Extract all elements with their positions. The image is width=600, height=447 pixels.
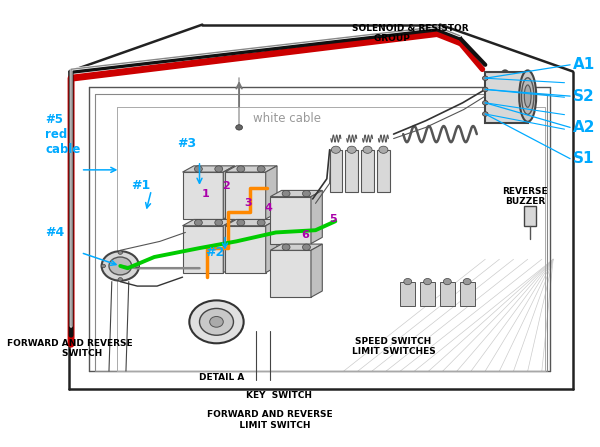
Text: DETAIL A: DETAIL A xyxy=(199,373,245,382)
Polygon shape xyxy=(225,219,277,226)
Text: KEY  SWITCH: KEY SWITCH xyxy=(246,391,312,400)
Ellipse shape xyxy=(524,85,531,107)
Polygon shape xyxy=(223,166,235,219)
Polygon shape xyxy=(182,219,235,226)
Circle shape xyxy=(282,190,290,197)
Circle shape xyxy=(302,190,310,197)
Text: #2: #2 xyxy=(205,246,224,259)
Polygon shape xyxy=(182,226,223,273)
Text: 3: 3 xyxy=(245,198,253,208)
Ellipse shape xyxy=(497,71,514,122)
Circle shape xyxy=(200,308,233,335)
Circle shape xyxy=(118,278,122,281)
Text: FORWARD AND REVERSE
   LIMIT SWITCH: FORWARD AND REVERSE LIMIT SWITCH xyxy=(208,410,333,430)
Circle shape xyxy=(482,101,488,105)
Text: S2: S2 xyxy=(573,89,595,104)
Circle shape xyxy=(482,76,488,80)
Circle shape xyxy=(237,166,245,172)
Circle shape xyxy=(363,146,372,153)
Circle shape xyxy=(215,219,223,226)
Text: 6: 6 xyxy=(301,230,309,240)
Polygon shape xyxy=(270,250,311,297)
Circle shape xyxy=(209,316,223,327)
Circle shape xyxy=(101,251,139,281)
Bar xyxy=(524,206,536,226)
Polygon shape xyxy=(223,219,235,273)
Bar xyxy=(361,150,374,192)
Text: 4: 4 xyxy=(265,203,272,213)
Polygon shape xyxy=(182,172,223,219)
Polygon shape xyxy=(225,226,266,273)
Bar xyxy=(377,150,389,192)
Circle shape xyxy=(237,219,245,226)
Circle shape xyxy=(404,278,412,285)
Bar xyxy=(400,282,415,306)
Circle shape xyxy=(257,219,265,226)
Bar xyxy=(329,150,342,192)
Circle shape xyxy=(109,257,131,275)
Circle shape xyxy=(236,125,242,130)
Text: white cable: white cable xyxy=(253,112,321,125)
Circle shape xyxy=(347,146,356,153)
Polygon shape xyxy=(182,166,235,172)
Ellipse shape xyxy=(519,71,536,122)
Text: 1: 1 xyxy=(201,190,209,199)
Text: SPEED SWITCH
LIMIT SWITCHES: SPEED SWITCH LIMIT SWITCHES xyxy=(352,337,436,356)
Circle shape xyxy=(424,278,431,285)
Circle shape xyxy=(482,112,488,116)
Polygon shape xyxy=(270,197,311,244)
Text: REVERSE
BUZZER: REVERSE BUZZER xyxy=(502,187,548,207)
Polygon shape xyxy=(311,244,322,297)
Circle shape xyxy=(331,146,340,153)
Circle shape xyxy=(379,146,388,153)
Circle shape xyxy=(443,278,451,285)
Circle shape xyxy=(463,278,471,285)
Text: S1: S1 xyxy=(573,151,595,166)
Bar xyxy=(346,150,358,192)
Text: A2: A2 xyxy=(573,120,595,135)
Text: FORWARD AND REVERSE
        SWITCH: FORWARD AND REVERSE SWITCH xyxy=(7,339,132,358)
Circle shape xyxy=(302,244,310,250)
Polygon shape xyxy=(225,172,266,219)
Circle shape xyxy=(118,251,122,254)
Circle shape xyxy=(135,264,140,268)
Bar xyxy=(440,282,455,306)
Text: A1: A1 xyxy=(573,57,595,72)
Circle shape xyxy=(101,264,106,268)
Text: #5
red
cable: #5 red cable xyxy=(45,113,80,156)
Text: #4: #4 xyxy=(45,226,64,239)
Polygon shape xyxy=(225,166,277,172)
Polygon shape xyxy=(266,219,277,273)
Circle shape xyxy=(282,244,290,250)
Polygon shape xyxy=(270,190,322,197)
Text: SOLENOID & RESISTOR
       GROUP: SOLENOID & RESISTOR GROUP xyxy=(352,24,469,43)
Circle shape xyxy=(482,87,488,92)
Circle shape xyxy=(194,219,202,226)
Circle shape xyxy=(190,300,244,343)
Bar xyxy=(485,72,527,123)
Polygon shape xyxy=(311,190,322,244)
Text: 5: 5 xyxy=(329,214,337,224)
Polygon shape xyxy=(266,166,277,219)
Circle shape xyxy=(194,166,202,172)
Bar xyxy=(420,282,435,306)
Circle shape xyxy=(257,166,265,172)
Text: #3: #3 xyxy=(177,136,196,150)
Circle shape xyxy=(215,166,223,172)
Text: 2: 2 xyxy=(222,181,230,190)
Text: #1: #1 xyxy=(131,179,151,192)
Polygon shape xyxy=(270,244,322,250)
Ellipse shape xyxy=(521,78,534,114)
Bar xyxy=(460,282,475,306)
